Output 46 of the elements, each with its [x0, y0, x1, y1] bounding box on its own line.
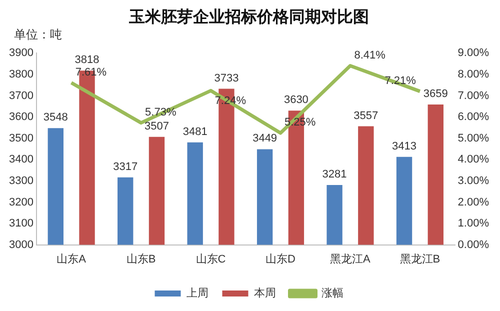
y-tick-label: 3600: [8, 111, 34, 124]
chart-title: 玉米胚芽企业招标价格同期对比图: [128, 6, 369, 26]
y-tick-label: 3100: [8, 218, 34, 230]
data-label: 3733: [214, 72, 239, 84]
data-label: 3413: [392, 140, 417, 152]
data-label: 3507: [144, 120, 169, 132]
legend-label: 上周: [186, 286, 208, 300]
y2-tick-label: 8.00%: [458, 68, 490, 81]
data-label: 3557: [354, 110, 378, 122]
y-tick-label: 3300: [8, 174, 34, 187]
data-label: 3481: [182, 126, 208, 138]
data-label: 3630: [284, 94, 308, 106]
x-tick-label: 山东D: [266, 252, 296, 266]
y-tick-label: 3500: [8, 132, 34, 144]
x-tick-label: 山东A: [56, 252, 87, 266]
y2-tick-label: 9.00%: [458, 47, 490, 60]
y2-tick-label: 6.00%: [458, 111, 490, 124]
data-label: 3449: [252, 132, 278, 145]
data-label: 3281: [322, 168, 347, 181]
x-tick-label: 黑龙江A: [330, 252, 372, 266]
y-tick-label: 3200: [8, 196, 34, 208]
y-tick-label: 3000: [8, 238, 34, 251]
x-tick-label: 山东B: [126, 252, 156, 266]
data-label: 3317: [113, 160, 138, 173]
y2-tick-label: 7.00%: [458, 90, 490, 102]
data-label: 3659: [423, 88, 448, 100]
y2-tick-label: 5.00%: [458, 132, 490, 144]
y-tick-label: 3800: [8, 68, 34, 81]
legend-label: 本周: [254, 286, 276, 300]
y2-tick-label: 1.00%: [458, 218, 490, 230]
legend-label: 涨幅: [321, 288, 344, 300]
y-tick-label: 3400: [8, 154, 34, 166]
y2-tick-label: 0.00%: [458, 238, 490, 251]
data-label: 3548: [43, 112, 68, 124]
data-label: 5.25%: [284, 116, 316, 129]
y2-tick-label: 3.00%: [458, 174, 490, 187]
x-tick-label: 山东C: [196, 252, 226, 266]
y-tick-label: 3700: [8, 90, 34, 102]
data-label: 7.24%: [214, 95, 246, 108]
y2-tick-label: 4.00%: [458, 154, 490, 166]
data-label: 8.41%: [354, 49, 386, 62]
y-tick-label: 3900: [8, 47, 34, 60]
data-label: 3818: [74, 54, 100, 66]
y2-tick-label: 2.00%: [458, 196, 490, 208]
y-axis-title: 单位：吨: [14, 27, 62, 42]
x-tick-label: 黑龙江B: [400, 252, 440, 266]
